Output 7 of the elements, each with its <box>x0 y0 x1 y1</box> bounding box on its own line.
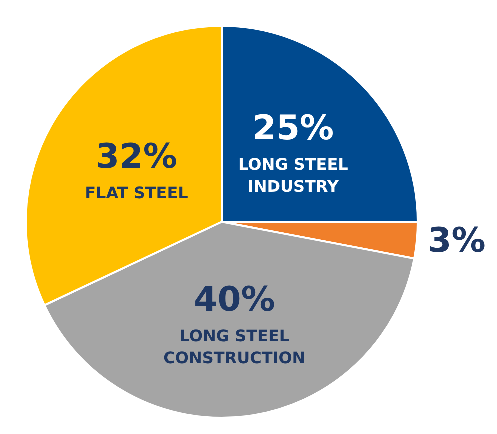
data-label: 32% <box>96 136 178 177</box>
data-label: 3% <box>428 220 486 261</box>
slice-label: LONG STEEL CONSTRUCTION <box>164 326 306 368</box>
slice-label: LONG STEEL INDUSTRY <box>238 155 348 196</box>
data-label: 40% <box>194 280 276 320</box>
data-label: 25% <box>252 108 334 149</box>
slice-label: FLAT STEEL <box>85 183 188 202</box>
